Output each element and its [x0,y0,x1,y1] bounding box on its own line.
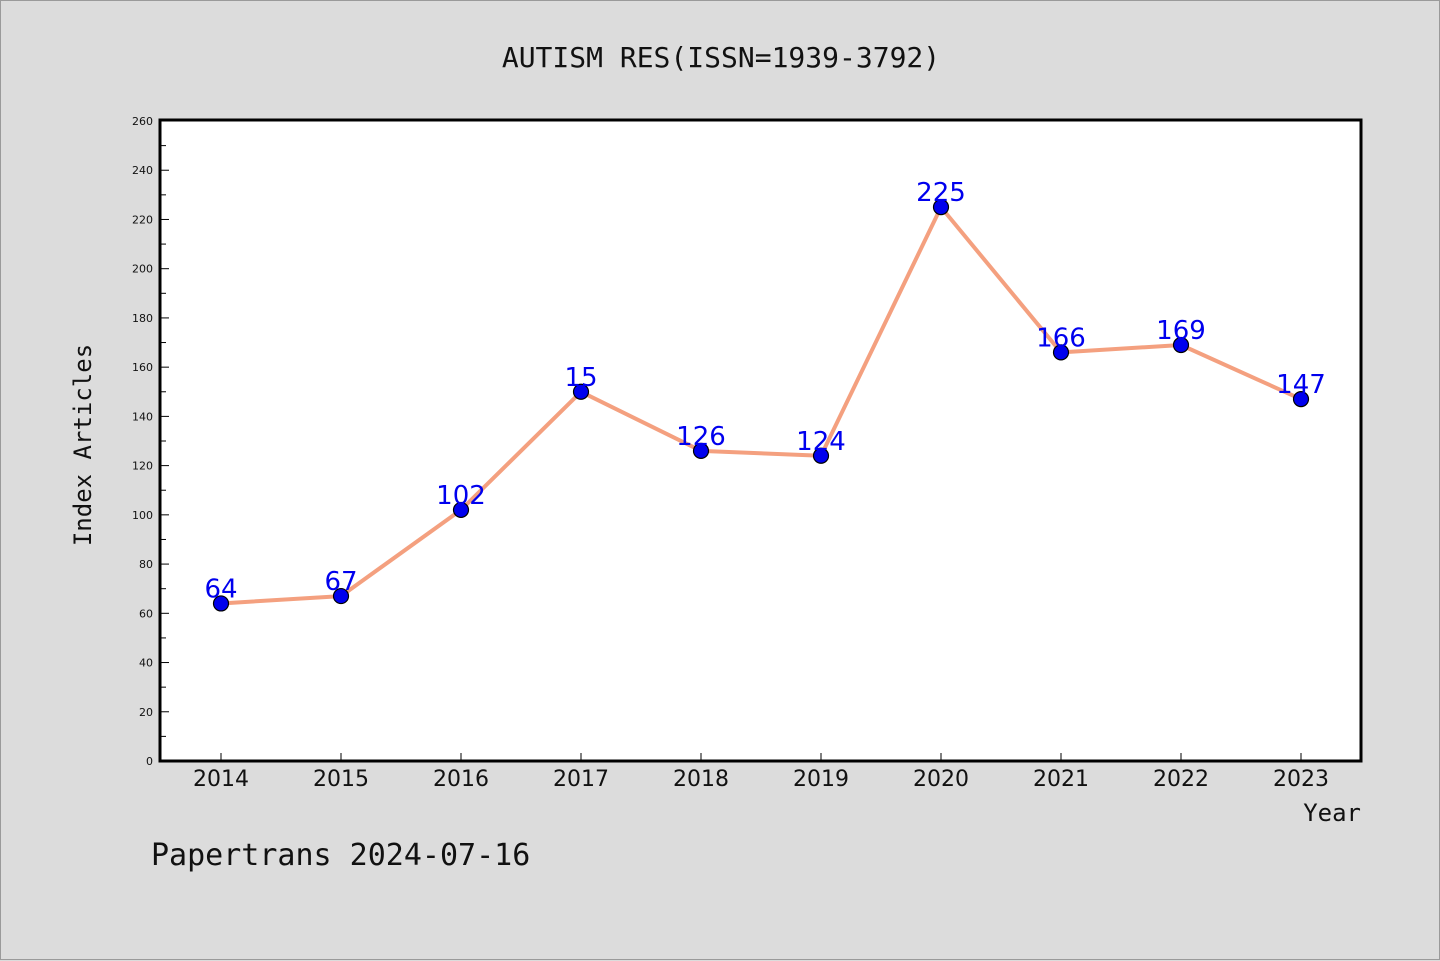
x-tick-label: 2017 [553,767,609,792]
data-label: 15 [564,363,597,393]
footer-watermark: Papertrans 2024-07-16 [151,838,530,873]
x-tick-label: 2022 [1153,767,1209,792]
data-label: 225 [916,178,966,208]
chart-title: AUTISM RES(ISSN=1939-3792) [502,41,940,74]
y-tick-label: 120 [132,460,153,473]
y-tick-label: 40 [139,657,153,670]
x-tick-label: 2020 [913,767,969,792]
data-label: 67 [324,567,357,597]
y-tick-label: 260 [132,115,153,128]
data-point [932,199,950,216]
data-label: 64 [204,574,237,604]
y-tick-label: 140 [132,410,153,423]
y-tick-label: 0 [146,755,153,768]
y-tick-label: 220 [132,213,153,226]
data-point [212,595,230,612]
x-tick-label: 2016 [433,767,489,792]
y-axis-label: Index Articles [69,344,97,546]
y-tick-label: 180 [132,312,153,325]
x-axis: 2014 2015 2016 2017 2018 2019 2020 2021 2022 2023 [193,753,1329,792]
data-point [1172,336,1190,354]
x-tick-label: 2021 [1033,767,1089,792]
y-tick-label: 100 [132,509,153,522]
data-point [812,447,830,464]
data-label: 166 [1036,323,1086,353]
data-point [1052,344,1070,361]
y-tick-label: 200 [132,263,153,276]
x-tick-label: 2018 [673,767,729,792]
data-label: 169 [1156,316,1206,346]
x-axis-label: Year [1303,799,1361,827]
data-label: 126 [676,422,726,452]
y-tick-label: 60 [139,607,153,620]
x-tick-label: 2015 [313,767,369,792]
x-tick-label: 2014 [193,767,249,792]
y-axis: 0 20 40 60 80 100 120 140 160 180 200 220 240 260 [132,115,169,768]
data-point [332,587,350,605]
plot-area [158,118,1363,763]
x-tick-label: 2023 [1273,767,1329,792]
data-point [692,442,710,459]
x-tick-label: 2019 [793,767,849,792]
data-point [452,501,470,519]
data-label: 147 [1276,370,1326,400]
data-label: 124 [796,427,846,457]
data-label: 102 [436,481,486,511]
series-line: 64 67 102 15 126 124 225 166 169 147 [204,178,1326,612]
y-tick-label: 160 [132,361,153,374]
data-point [572,383,590,400]
series-polyline [220,205,1302,606]
data-point [1292,391,1310,408]
y-tick-label: 80 [139,558,153,571]
y-tick-label: 20 [139,706,153,719]
y-tick-label: 240 [132,164,153,177]
